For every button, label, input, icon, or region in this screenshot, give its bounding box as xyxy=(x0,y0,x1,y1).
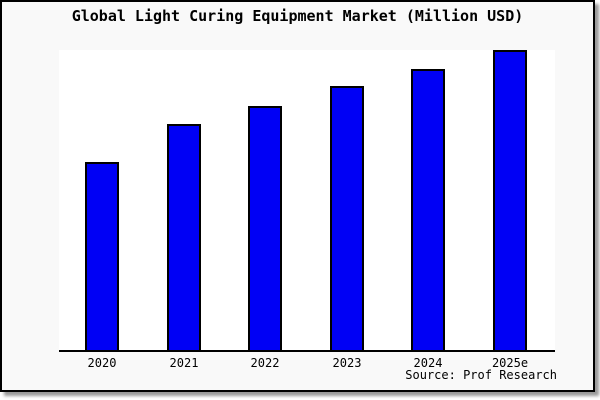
bar-2025e xyxy=(493,50,527,350)
source-text: Source: Prof Research xyxy=(405,368,557,382)
x-tick-label: 2025e xyxy=(491,356,529,370)
chart-title: Global Light Curing Equipment Market (Mi… xyxy=(71,7,524,25)
bar-2022 xyxy=(248,106,282,350)
bar-2020 xyxy=(85,162,119,350)
x-axis-labels: 2020 2021 2022 2023 2024 2025e xyxy=(2,356,593,372)
x-tick-label: 2021 xyxy=(169,356,199,370)
x-tick-label: 2020 xyxy=(87,356,117,370)
x-tick-label: 2022 xyxy=(250,356,280,370)
x-tick-label: 2024 xyxy=(413,356,443,370)
plot-area xyxy=(59,50,555,352)
bar-2024 xyxy=(411,69,445,350)
bar-2023 xyxy=(330,86,364,350)
bar-2021 xyxy=(167,124,201,350)
chart-card: Global Light Curing Equipment Market (Mi… xyxy=(0,0,595,392)
x-tick-label: 2023 xyxy=(332,356,362,370)
